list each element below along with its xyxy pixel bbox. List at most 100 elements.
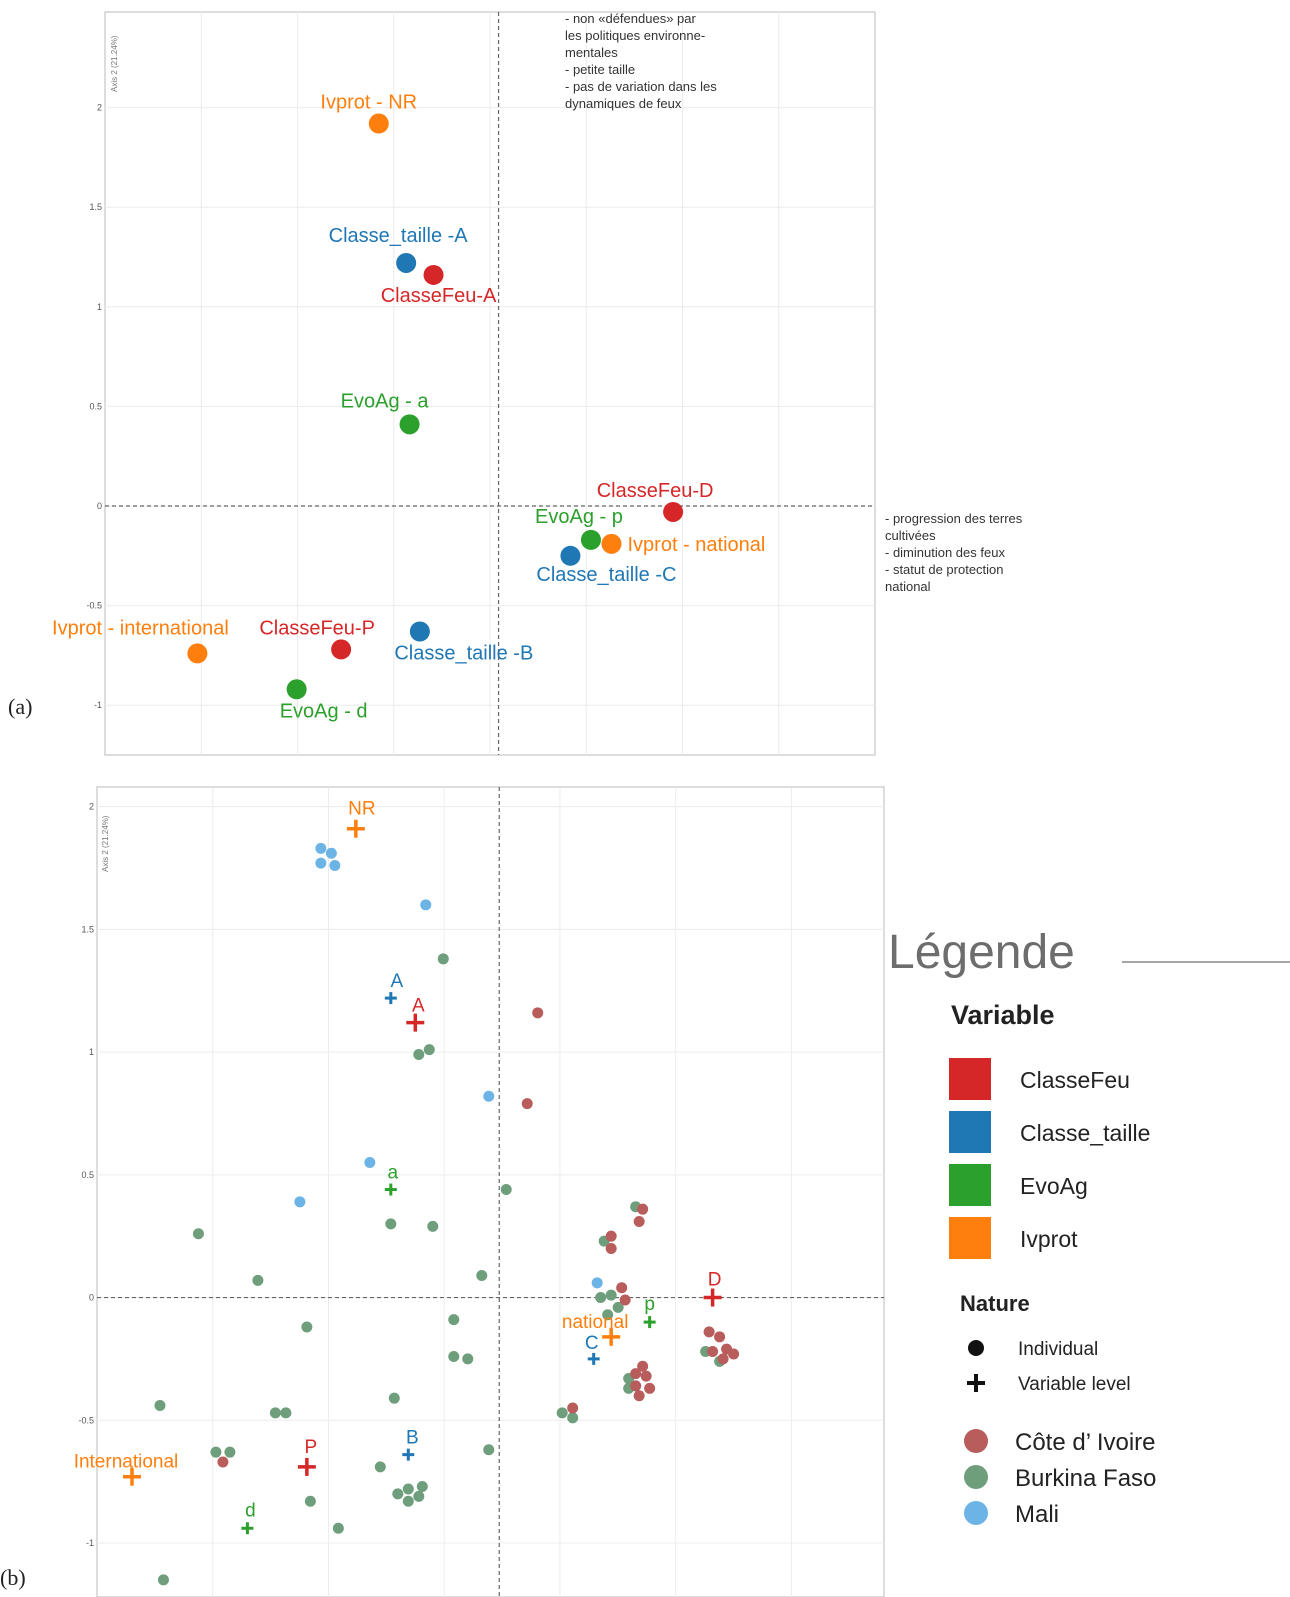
annotation-top-line: - pas de variation dans les <box>565 79 717 94</box>
annotation-right-line: national <box>885 579 931 594</box>
variable-level-label: International <box>74 1452 179 1473</box>
individual-point <box>385 1218 397 1230</box>
panel-b-y-ticks: 2 1.5 1 0.5 0 -0.5 -1 <box>78 802 94 1548</box>
y-tick-label: -1 <box>94 700 102 710</box>
individual-point <box>374 1461 386 1473</box>
individual-point <box>252 1274 264 1286</box>
panel-b-y-axis-label: Axis 2 (21.24%) <box>101 815 110 872</box>
point-label: Ivprot - international <box>52 617 229 639</box>
individual-point <box>605 1289 617 1301</box>
individual-point <box>325 847 337 859</box>
variable-level-cross <box>602 1327 621 1346</box>
annotation-top-line: - petite taille <box>565 62 635 77</box>
individual-point <box>192 1228 204 1240</box>
panel-b-individuals <box>154 842 740 1586</box>
individual-point <box>301 1321 313 1333</box>
individual-point <box>616 1282 628 1294</box>
legend-nature-heading: Nature <box>960 1291 1030 1316</box>
y-tick-label: 1.5 <box>89 202 102 212</box>
legend-country-label: Mali <box>1015 1501 1059 1528</box>
legend-title: Légende <box>888 926 1075 979</box>
y-tick-label: 0 <box>89 1293 94 1303</box>
individual-point <box>329 860 341 872</box>
individual-point <box>637 1203 649 1215</box>
variable-level-cross <box>122 1467 141 1486</box>
individual-point <box>402 1495 414 1507</box>
individual-point <box>612 1301 624 1313</box>
individual-point <box>630 1380 642 1392</box>
individual-point <box>154 1400 166 1412</box>
variable-level-label: p <box>644 1294 655 1315</box>
annotation-right-line: - statut de protection <box>885 562 1004 577</box>
individual-point <box>413 1490 425 1502</box>
point-ClasseFeu <box>423 264 444 285</box>
panel-a-y-axis-label: Axis 2 (21.24%) <box>110 35 119 92</box>
point-label: Classe_taille -A <box>329 225 469 247</box>
individual-point <box>567 1412 579 1424</box>
variable-level-label: NR <box>348 799 375 820</box>
y-tick-label: 2 <box>89 802 94 812</box>
panel-b-label: (b) <box>0 1565 26 1590</box>
individual-point <box>532 1007 544 1019</box>
individual-point <box>500 1184 512 1196</box>
individual-point <box>476 1269 488 1281</box>
individual-point <box>483 1090 495 1102</box>
individual-point <box>483 1444 495 1456</box>
individual-point <box>416 1481 428 1493</box>
variable-level-cross <box>406 1013 425 1032</box>
individual-point <box>315 842 327 854</box>
legend-variable-heading: Variable <box>951 1000 1055 1030</box>
variable-level-cross <box>384 1183 397 1196</box>
individual-point <box>392 1488 404 1500</box>
legend-dot-icon <box>968 1340 984 1356</box>
point-Ivprot <box>368 113 389 134</box>
point-label: ClasseFeu-D <box>597 480 714 502</box>
individual-point <box>630 1368 642 1380</box>
individual-point <box>640 1370 652 1382</box>
legend-swatch-Classe_taille <box>949 1111 991 1153</box>
point-EvoAg <box>399 414 420 435</box>
panel-a: 2 1.5 1 0.5 0 -0.5 -1 Axis 2 (21.24%) - non «d… <box>8 11 1023 756</box>
variable-level-label: A <box>412 996 425 1017</box>
annotation-top-line: mentales <box>565 45 618 60</box>
individual-point <box>462 1353 474 1365</box>
variable-level-cross <box>384 992 397 1005</box>
y-tick-label: 1.5 <box>81 924 94 934</box>
legend-swatch-EvoAg <box>949 1164 991 1206</box>
point-label: EvoAg - a <box>341 390 430 412</box>
variable-level-label: D <box>708 1270 722 1291</box>
individual-point <box>703 1326 715 1338</box>
point-Ivprot <box>187 643 208 664</box>
legend-nature-label: Variable level <box>1018 1374 1131 1395</box>
individual-point <box>637 1360 649 1372</box>
point-Ivprot <box>601 533 622 554</box>
panel-b-plot-area <box>96 786 885 1597</box>
point-label: Ivprot - NR <box>320 92 417 114</box>
variable-level-cross <box>703 1288 722 1307</box>
y-tick-label: 0.5 <box>89 401 102 411</box>
legend-swatch-ClasseFeu <box>949 1058 991 1100</box>
legend-variable-label: Classe_taille <box>1020 1120 1150 1146</box>
individual-point <box>269 1407 281 1419</box>
legend-country-items: Côte d’ Ivoire Burkina Faso Mali <box>964 1429 1156 1528</box>
individual-point <box>315 857 327 869</box>
individual-point <box>448 1350 460 1362</box>
legend-nature-items: Individual Variable level <box>967 1339 1131 1395</box>
individual-point <box>423 1044 435 1056</box>
panel-a-y-ticks: 2 1.5 1 0.5 0 -0.5 -1 <box>86 103 102 711</box>
legend-cross-icon <box>967 1374 985 1392</box>
legend-country-dot <box>964 1429 988 1453</box>
individual-point <box>556 1407 568 1419</box>
individual-point <box>605 1230 617 1242</box>
point-EvoAg <box>286 679 307 700</box>
panel-a-grid <box>105 12 875 755</box>
point-Classe_taille <box>560 545 581 566</box>
variable-level-label: P <box>305 1437 318 1458</box>
legend-country-label: Burkina Faso <box>1015 1465 1156 1492</box>
individual-point <box>304 1495 316 1507</box>
individual-point <box>280 1407 292 1419</box>
annotation-right-line: - diminution des feux <box>885 545 1005 560</box>
y-tick-label: -0.5 <box>86 601 102 611</box>
variable-level-cross <box>297 1457 316 1476</box>
individual-point <box>294 1196 306 1208</box>
